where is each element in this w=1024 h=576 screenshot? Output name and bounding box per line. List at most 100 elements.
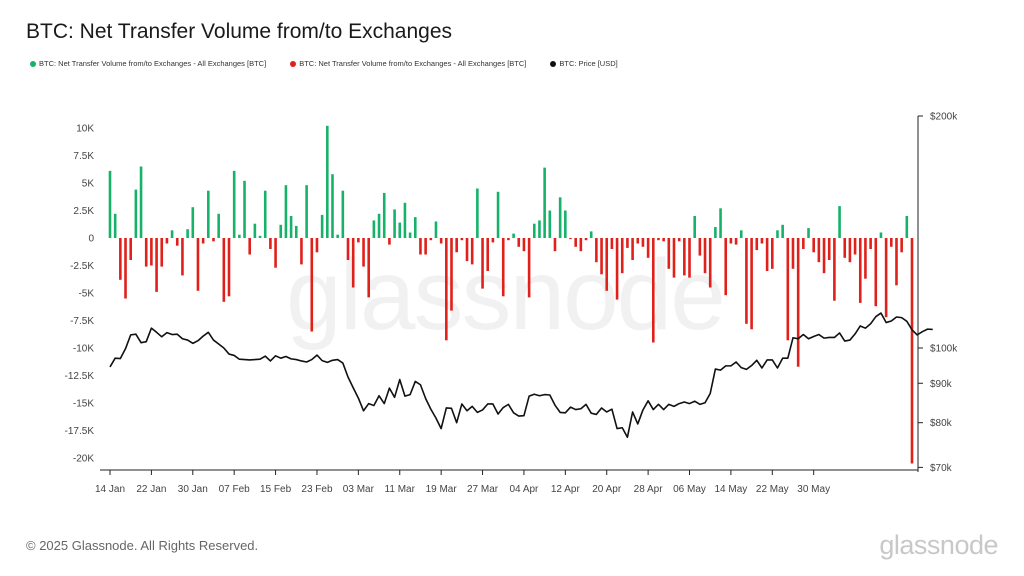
- volume-bar: [822, 238, 826, 274]
- volume-bar: [124, 238, 127, 299]
- volume-bar: [232, 170, 236, 238]
- y-right-tick-label: $90k: [930, 379, 953, 390]
- volume-bar: [419, 238, 422, 255]
- legend-item-inflow-outflow-negative[interactable]: BTC: Net Transfer Volume from/to Exchang…: [290, 59, 526, 68]
- volume-bar: [646, 238, 650, 258]
- legend-item-price[interactable]: BTC: Price [USD]: [550, 59, 618, 68]
- volume-bar: [212, 238, 215, 242]
- volume-bar: [465, 238, 469, 262]
- volume-bar: [450, 238, 453, 311]
- volume-bar: [227, 238, 231, 297]
- y-left-tick-label: -10K: [73, 344, 94, 355]
- volume-bar: [827, 238, 831, 260]
- volume-bar: [750, 238, 753, 330]
- y-left-tick-label: -20K: [73, 454, 94, 465]
- volume-bar: [222, 238, 226, 302]
- volume-bar: [455, 238, 458, 253]
- volume-bar: [424, 238, 427, 255]
- volume-bar: [248, 238, 251, 255]
- volume-bar: [802, 238, 805, 249]
- volume-bar: [320, 214, 324, 238]
- y-left-tick-label: -7.5K: [70, 316, 94, 327]
- volume-bar: [191, 207, 195, 238]
- volume-bar: [439, 238, 443, 244]
- volume-bar: [884, 238, 888, 318]
- volume-bar: [708, 238, 712, 288]
- y-left-tick-label: 2.5K: [73, 206, 94, 217]
- x-tick-label: 04 Apr: [509, 484, 539, 495]
- volume-bar: [781, 224, 784, 238]
- volume-bar: [693, 216, 696, 238]
- legend-item-inflow-outflow-positive[interactable]: BTC: Net Transfer Volume from/to Exchang…: [30, 59, 266, 68]
- volume-bar: [326, 125, 329, 238]
- volume-bar: [491, 238, 495, 243]
- volume-bar: [284, 185, 288, 238]
- volume-bar: [408, 232, 412, 238]
- price-line: [109, 312, 933, 439]
- volume-bar: [657, 238, 660, 241]
- volume-bar: [253, 223, 257, 238]
- volume-bar: [486, 238, 490, 271]
- volume-bar: [403, 202, 407, 238]
- x-tick-label: 20 Apr: [592, 484, 622, 495]
- volume-bar: [346, 238, 350, 260]
- volume-bar: [413, 217, 417, 238]
- volume-bar: [600, 238, 603, 275]
- volume-bar: [564, 210, 567, 238]
- volume-bar: [279, 224, 283, 238]
- x-tick-label: 15 Feb: [260, 484, 292, 495]
- volume-bar: [170, 230, 174, 238]
- volume-bar: [776, 230, 779, 238]
- volume-bar: [631, 238, 634, 260]
- y-left-tick-label: 0: [88, 234, 94, 245]
- y-left-tick-label: 5K: [82, 179, 95, 190]
- volume-bar: [175, 238, 179, 246]
- volume-bar: [765, 238, 769, 271]
- chart-title: BTC: Net Transfer Volume from/to Exchang…: [26, 20, 453, 43]
- volume-bar: [507, 238, 510, 241]
- volume-bar: [388, 238, 391, 245]
- legend-label: BTC: Price [USD]: [559, 59, 618, 68]
- volume-bar: [807, 228, 810, 238]
- volume-bar: [636, 238, 640, 244]
- volume-bar: [605, 238, 609, 291]
- volume-bar: [331, 174, 334, 238]
- volume-bar: [869, 238, 872, 249]
- y-left-tick-label: -17.5K: [65, 426, 95, 437]
- x-tick-label: 19 Mar: [426, 484, 458, 495]
- volume-bar: [864, 238, 867, 279]
- volume-bar: [786, 238, 790, 341]
- volume-bar: [584, 238, 588, 241]
- volume-bar: [548, 210, 552, 238]
- x-tick-label: 03 Mar: [343, 484, 375, 495]
- volume-bar: [217, 213, 220, 238]
- volume-bar: [181, 238, 184, 276]
- y-left-tick-label: -2.5K: [70, 261, 94, 272]
- volume-bar: [579, 238, 583, 252]
- volume-bar: [481, 238, 484, 289]
- y-right-tick-label: $70k: [930, 463, 953, 474]
- y-left-tick-label: 10K: [76, 124, 94, 135]
- volume-bar: [729, 238, 733, 244]
- volume-bar: [595, 238, 598, 263]
- x-tick-label: 27 Mar: [467, 484, 499, 495]
- y-left-tick-label: -15K: [73, 399, 94, 410]
- volume-bar: [196, 238, 200, 291]
- volume-bar: [755, 238, 759, 251]
- volume-bar: [574, 238, 577, 247]
- volume-bar: [812, 238, 815, 253]
- volume-bar: [734, 238, 738, 245]
- volume-bar: [615, 238, 619, 300]
- volume-bar: [310, 238, 314, 332]
- volume-bar: [134, 189, 138, 238]
- legend-dot-red-icon: [290, 60, 297, 67]
- volume-bar: [527, 238, 531, 298]
- volume-bar: [357, 238, 360, 243]
- volume-bar: [610, 238, 614, 249]
- volume-bar: [858, 238, 862, 303]
- legend: BTC: Net Transfer Volume from/to Exchang…: [30, 59, 618, 68]
- volume-bar: [853, 238, 857, 255]
- volume-bar: [538, 220, 541, 238]
- x-tick-label: 23 Feb: [301, 484, 333, 495]
